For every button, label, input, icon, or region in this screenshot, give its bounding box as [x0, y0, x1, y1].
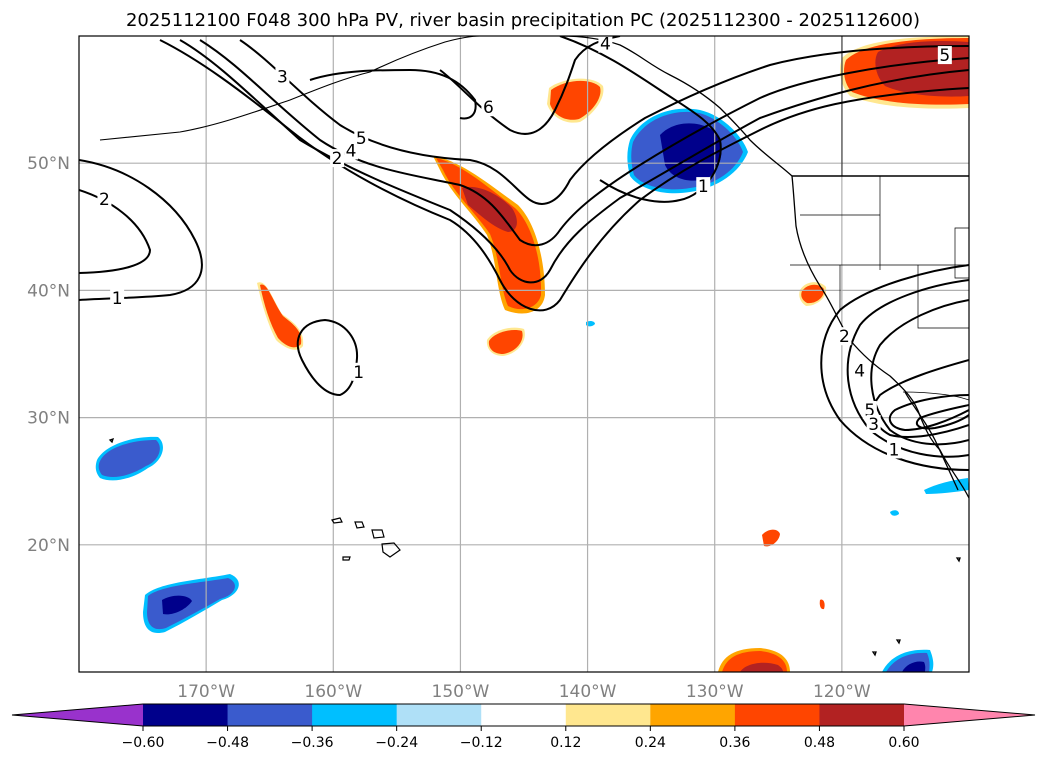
pv-contour-label: 2: [332, 149, 343, 169]
pv-label-halo: [866, 414, 881, 433]
pv-label-halo: [110, 289, 125, 308]
small-island: [108, 437, 961, 657]
pv-contour-label: 5: [356, 129, 367, 149]
colorbar-tick-label: −0.48: [206, 735, 249, 751]
colorbar-tick-label: −0.24: [375, 735, 418, 751]
pv-label-halo: [696, 177, 711, 196]
pv-contour-label: 1: [112, 289, 123, 309]
lon-tick-label: 140°W: [559, 682, 617, 702]
subtropical-positive-patch: [486, 327, 525, 356]
pv-label-halo: [481, 98, 496, 117]
pv-label-halo: [886, 440, 901, 459]
pv-contour-6-inner: [309, 68, 477, 120]
pv-label-halo: [862, 400, 877, 419]
lon-tick-label: 170°W: [177, 682, 235, 702]
central-pacific-positive-patch: [257, 282, 304, 350]
lon-tick-label: 120°W: [813, 682, 871, 702]
chart-title: 2025112100 F048 300 hPa PV, river basin …: [126, 10, 920, 31]
pv-label-halo: [354, 128, 369, 147]
pv-ring-6: [915, 404, 969, 430]
map-background: [79, 36, 969, 672]
lon-tick-label: 130°W: [686, 682, 744, 702]
map-gridlines: [79, 36, 969, 672]
hawaiian-islands: [331, 517, 401, 561]
pv-label-halo: [330, 149, 345, 168]
lat-tick-label: 40°N: [27, 281, 70, 301]
lon-tick-label: 160°W: [304, 682, 362, 702]
pv-contour-2-mid: [179, 39, 969, 284]
pv-label-halo: [351, 362, 366, 381]
pv-contour-label: 1: [353, 363, 364, 383]
alaska-coastline: [99, 36, 481, 141]
pv-contour-1-central: [296, 318, 359, 397]
colorbar-extend-high: [904, 704, 1035, 726]
pv-contour-label: 4: [346, 141, 357, 161]
pv-ring-1: [820, 264, 969, 471]
axis-tick-labels: 170°W 160°W 150°W 140°W 130°W 120°W 20°N 30°N 40…: [27, 154, 871, 702]
us-mexico-border: [902, 391, 969, 401]
pv-contour-label: 6: [483, 98, 494, 118]
colorbar-tick-label: −0.60: [122, 735, 165, 751]
lat-tick-label: 50°N: [27, 154, 70, 174]
pv-contour-label: 5: [864, 401, 875, 421]
pv-label-halo: [852, 361, 867, 380]
colorbar-segment: [143, 704, 229, 726]
lat-tick-label: 30°N: [27, 409, 70, 429]
colorbar-tick-label: 0.48: [804, 735, 835, 751]
colorbar-tick-label: 0.36: [719, 735, 750, 751]
pv-label-halo: [275, 67, 290, 86]
pv-ring-3: [870, 299, 969, 446]
pv-contour-label: 5: [939, 46, 950, 66]
pv-contours: [79, 36, 969, 471]
colorbar-segment: [734, 704, 820, 726]
pv-contour-1-west: [79, 159, 203, 301]
colorbar-segment: [481, 704, 567, 726]
canada-positive-patch: [718, 282, 827, 672]
pv-label-halo: [598, 36, 613, 53]
pv-contour-4: [199, 39, 969, 247]
pv-contour-label: 2: [839, 327, 850, 347]
colorbar-tick-label: 0.24: [635, 735, 666, 751]
colorbar-segment: [227, 704, 313, 726]
state-border-1: [790, 176, 969, 329]
colorbar-segment: [565, 704, 651, 726]
colorbar-segment: [396, 704, 482, 726]
colorbar-segment: [312, 704, 398, 726]
pv-contour-label: 1: [698, 177, 709, 197]
pv-contour-label: 3: [277, 68, 288, 88]
colorbar-tick-label: −0.36: [291, 735, 334, 751]
colorbar-tick-label: −0.12: [460, 735, 503, 751]
lon-tick-label: 150°W: [432, 682, 490, 702]
colorbar-tick-label: 0.12: [550, 735, 581, 751]
pv-contour-label: 3: [868, 415, 879, 435]
pv-ring-2: [846, 279, 969, 458]
pv-label-halo: [97, 189, 112, 208]
map-frame: [78, 35, 970, 673]
pv-ring-5: [888, 394, 969, 432]
pv-contour-label: 1: [889, 440, 900, 460]
colorbar: −0.60 −0.48 −0.36 −0.24 −0.12 0.12 0.24 0.36 0.4…: [11, 703, 1036, 751]
pv-label-halo: [837, 327, 852, 346]
pv-contour-label: 2: [99, 190, 110, 210]
pv-contour-1-south: [559, 36, 722, 203]
pv-contour-label: 4: [600, 35, 611, 55]
pv-contour-5: [239, 39, 969, 205]
colorbar-segment: [819, 704, 905, 726]
pv-contour-6: [439, 36, 621, 135]
colorbar-tick-label: 0.60: [888, 735, 919, 751]
colorbar-segment: [650, 704, 736, 726]
coastlines: [99, 36, 969, 657]
colorbar-extend-low: [12, 704, 143, 726]
pv-contour-label: 4: [854, 362, 865, 382]
lat-tick-label: 20°N: [27, 536, 70, 556]
hawaii-region-negative-patch: [95, 436, 239, 634]
pv-contour-3: [159, 39, 969, 312]
pv-label-halo: [937, 46, 952, 65]
